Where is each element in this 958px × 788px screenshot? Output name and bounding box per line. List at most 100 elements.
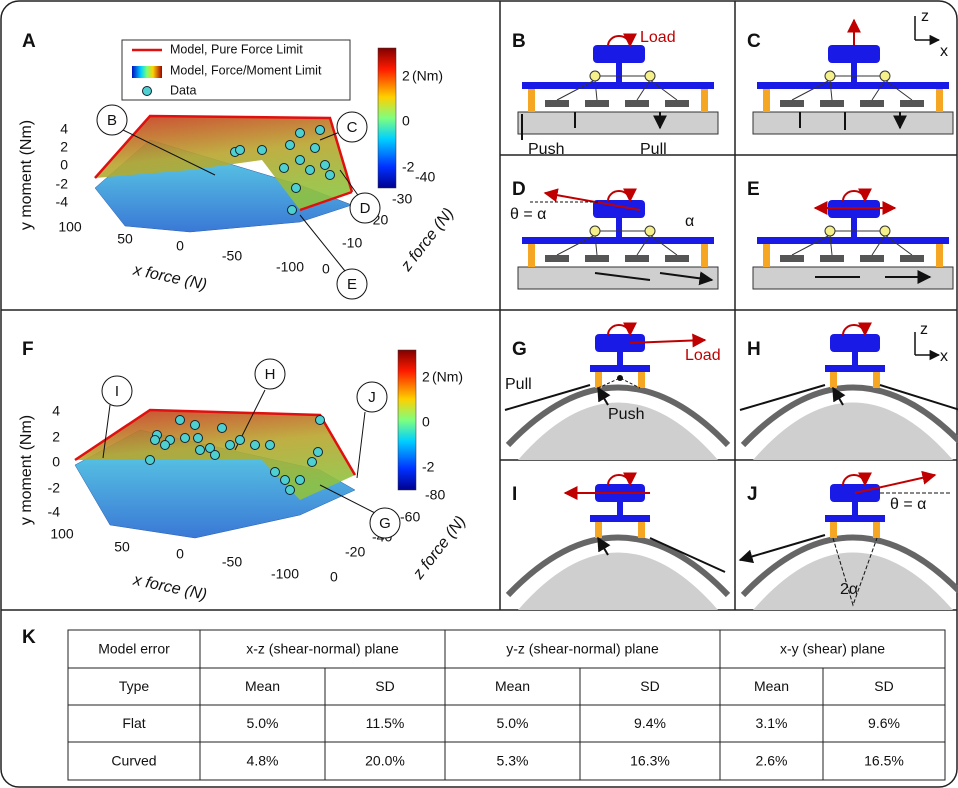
panel-label: J <box>747 484 758 505</box>
data-dot <box>280 164 289 173</box>
x-tick-label: 50 <box>117 231 133 247</box>
data-dot <box>236 146 245 155</box>
panel-label: K <box>22 627 36 648</box>
diagram-label: Pull <box>505 376 532 393</box>
callout: D <box>360 200 371 217</box>
data-dot <box>271 468 280 477</box>
x-tick-label: -50 <box>222 248 242 264</box>
panel-label: H <box>747 339 761 360</box>
colorbar-tick: -2 <box>402 159 415 175</box>
table-cell: Flat <box>122 715 145 731</box>
shape-rect <box>378 48 396 188</box>
data-dot <box>308 458 317 467</box>
data-dot <box>258 146 267 155</box>
diagram-label: Load <box>685 347 721 364</box>
diagram-label: θ = α <box>510 206 546 223</box>
colorbar-unit: (Nm) <box>412 68 443 84</box>
callout: J <box>368 389 376 406</box>
table-cell: Mean <box>245 678 280 694</box>
y-tick-label: 2 <box>60 139 68 155</box>
data-dot <box>266 441 275 450</box>
x-tick-label: 0 <box>176 546 184 562</box>
data-dot <box>146 456 155 465</box>
figure: Model errorx-z (shear-normal) planey-z (… <box>0 0 958 788</box>
panel-label: G <box>512 339 527 360</box>
table-cell: 16.3% <box>630 753 670 769</box>
table-header: x-y (shear) plane <box>780 641 885 657</box>
table-cell: 5.0% <box>497 715 529 731</box>
table-cell: Curved <box>111 753 156 769</box>
panel-label: I <box>512 484 517 505</box>
y-tick-label: 2 <box>52 429 60 445</box>
callout: H <box>265 366 276 383</box>
data-dot <box>196 446 205 455</box>
table-cell: 11.5% <box>366 715 405 731</box>
x-tick-label: -100 <box>276 259 304 275</box>
table-cell: 9.4% <box>634 715 666 731</box>
data-dot <box>296 476 305 485</box>
diagram-label: Push <box>608 406 644 423</box>
data-dot <box>236 436 245 445</box>
table-cell: Mean <box>754 678 789 694</box>
table-header: x-z (shear-normal) plane <box>246 641 399 657</box>
x-tick-label: 50 <box>114 539 130 555</box>
table-cell: 4.8% <box>247 753 279 769</box>
data-dot <box>161 441 170 450</box>
y-tick-label: 4 <box>60 121 68 137</box>
diagram-label: z <box>920 321 928 338</box>
table-cell: Mean <box>495 678 530 694</box>
colorbar-tick: 0 <box>402 113 410 129</box>
z-tick-label: 0 <box>322 261 330 277</box>
y-tick-label: 0 <box>52 454 60 470</box>
data-dot <box>311 144 320 153</box>
colorbar-tick: -2 <box>422 459 435 475</box>
shape-circle <box>617 375 623 381</box>
panel-label: C <box>747 31 761 52</box>
y-tick-label: -4 <box>48 504 61 520</box>
data-dot <box>286 141 295 150</box>
legend-entry: Model, Pure Force Limit <box>170 42 303 56</box>
data-dot <box>176 416 185 425</box>
data-dot <box>181 434 190 443</box>
x-tick-label: 100 <box>50 526 74 542</box>
table-cell: SD <box>874 678 893 694</box>
data-dot <box>281 476 290 485</box>
shape-rect <box>398 350 416 490</box>
callout: G <box>379 515 391 532</box>
diagram-label: 2α <box>840 581 858 598</box>
data-dot <box>218 424 227 433</box>
x-tick-label: -100 <box>271 566 299 582</box>
diagram-label: x <box>940 43 948 60</box>
diagram-label: Load <box>640 29 676 46</box>
table-cell: SD <box>375 678 394 694</box>
data-dot <box>314 448 323 457</box>
y-tick-label: 4 <box>52 403 60 419</box>
z-tick-label: -20 <box>345 544 365 560</box>
diagram-label: x <box>940 348 948 365</box>
y-axis-title: y moment (Nm) <box>18 415 35 525</box>
diagram-label: α <box>685 213 694 230</box>
x-tick-label: 100 <box>58 219 82 235</box>
data-dot <box>326 171 335 180</box>
diagram-label: Push <box>528 141 564 158</box>
z-tick-label: 0 <box>330 569 338 585</box>
data-dot <box>251 441 260 450</box>
data-dot <box>286 486 295 495</box>
data-dot <box>288 206 297 215</box>
colorbar-tick: 0 <box>422 414 430 430</box>
z-tick-label: -30 <box>392 191 412 207</box>
panel-label: B <box>512 31 526 52</box>
panel-label: F <box>22 339 34 360</box>
data-dot <box>321 161 330 170</box>
shape-circle <box>143 87 152 96</box>
data-dot <box>306 166 315 175</box>
z-tick-label: -60 <box>400 509 420 525</box>
y-tick-label: -2 <box>48 480 61 496</box>
data-dot <box>191 421 200 430</box>
x-tick-label: 0 <box>176 238 184 254</box>
table-header: Model error <box>98 641 170 657</box>
diagram-label: θ = α <box>890 496 926 513</box>
colorbar-tick: 2 <box>402 68 410 84</box>
data-dot <box>296 156 305 165</box>
data-dot <box>151 436 160 445</box>
